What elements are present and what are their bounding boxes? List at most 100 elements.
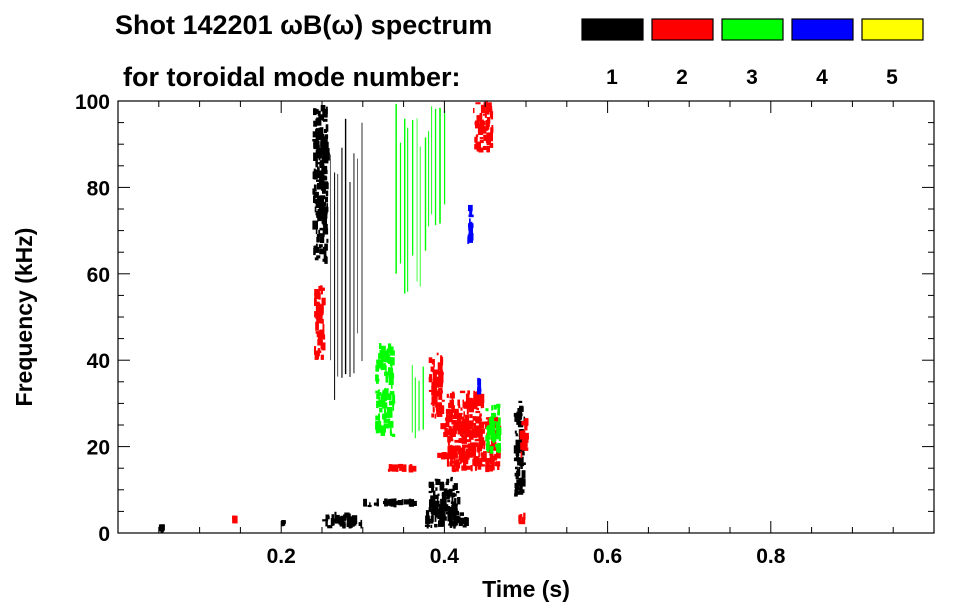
mode-2-speck [483, 451, 487, 460]
mode-1-speck [318, 148, 324, 154]
mode-1-speck [449, 520, 451, 524]
mode-2-speck [317, 339, 323, 346]
mode-3-speck [380, 394, 386, 398]
mode-2-speck [321, 287, 325, 291]
mode-3-speck [492, 421, 496, 431]
mode-2-speck [490, 460, 495, 465]
mode-3-stripe [428, 131, 430, 227]
mode-2-speck [461, 465, 467, 471]
mode-2-speck [467, 430, 471, 437]
mode-3-speck [385, 354, 391, 358]
mode-1-region-9 [281, 520, 286, 527]
mode-1-speck [324, 243, 328, 251]
mode-2-speck [432, 408, 435, 413]
mode-1-speck [369, 502, 371, 507]
mode-1-speck [316, 192, 319, 198]
mode-2-speck [520, 451, 523, 459]
mode-2-speck [475, 102, 481, 105]
mode-3-speck [486, 448, 489, 453]
mode-2-speck [316, 305, 320, 309]
mode-2-speck [470, 465, 473, 472]
mode-1-speck [316, 140, 320, 148]
mode-1-speck [313, 191, 319, 198]
mode-2-speck [491, 125, 494, 133]
mode-2-speck [473, 391, 479, 397]
mode-1-speck [314, 206, 317, 213]
mode-1-speck [516, 412, 523, 420]
mode-3-speck [388, 346, 394, 353]
mode-1-speck [313, 184, 317, 192]
mode-2-speck [460, 407, 463, 411]
mode-3-speck [389, 376, 393, 384]
mode-1-stripe [349, 182, 351, 377]
mode-3-speck [375, 427, 379, 434]
mode-2-speck [433, 369, 439, 375]
mode-2-speck [428, 389, 435, 392]
mode-1-speck [340, 515, 343, 523]
mode-2-speck [485, 465, 490, 473]
mode-1-speck [442, 496, 447, 506]
mode-2-speck [463, 411, 465, 417]
mode-3-speck [378, 354, 382, 357]
mode-3-speck [493, 433, 497, 442]
mode-2-speck [519, 430, 523, 440]
mode-3-speck [378, 363, 383, 369]
mode-1-speck [340, 521, 346, 527]
mode-3-speck [387, 418, 391, 421]
mode-2-speck [468, 406, 474, 413]
mode-3-speck [375, 365, 380, 372]
mode-2-speck [489, 108, 493, 118]
mode-1-speck [318, 114, 324, 120]
mode-2-speck [483, 134, 488, 139]
mode-1-speck [435, 487, 438, 491]
mode-3-speck [489, 448, 494, 454]
mode-1-region-6 [363, 498, 417, 508]
mode-3-speck [388, 367, 393, 376]
mode-3-speck [380, 432, 383, 436]
mode-1-speck [318, 156, 321, 161]
mode-2-speck [482, 127, 487, 134]
mode-2-speck [434, 392, 437, 397]
mode-1-region-8 [158, 524, 165, 533]
mode-2-speck [479, 393, 485, 403]
chart-title-line2: for toroidal mode number: [123, 62, 461, 92]
y-tick-label: 60 [87, 264, 110, 287]
mode-1-speck [323, 250, 327, 259]
mode-3-speck [378, 396, 381, 406]
mode-2-speck [459, 390, 466, 394]
mode-1-speck [321, 136, 326, 144]
mode-1-speck [320, 173, 324, 178]
mode-4-speck [469, 218, 471, 227]
mode-1-speck [438, 520, 444, 527]
mode-1-speck [315, 158, 318, 165]
mode-1-speck [313, 171, 318, 180]
mode-1-speck [443, 488, 448, 493]
mode-2-speck [457, 413, 462, 420]
mode-1-speck [323, 169, 328, 175]
mode-2-speck [475, 134, 479, 138]
mode-1-speck [323, 206, 329, 213]
mode-2-speck [486, 146, 490, 153]
mode-3-speck [486, 432, 492, 436]
mode-2-speck [448, 431, 453, 436]
mode-1-speck [314, 257, 319, 261]
mode-1-speck [316, 203, 319, 208]
mode-3-speck [491, 412, 494, 416]
mode-2-speck [445, 408, 451, 414]
mode-1-speck [346, 523, 351, 528]
mode-2-speck [469, 444, 475, 451]
mode-2-speck [489, 457, 494, 463]
mode-1-speck [327, 525, 333, 529]
mode-2-speck [465, 401, 468, 404]
mode-1-speck [318, 170, 321, 177]
mode-1-speck [455, 516, 458, 525]
mode-1-speck [315, 213, 318, 216]
mode-1-speck [438, 504, 441, 510]
mode-1-speck [515, 466, 518, 470]
mode-1-speck [322, 258, 326, 262]
mode-1-speck [344, 512, 350, 518]
mode-1-speck [323, 178, 327, 181]
legend-swatch-5 [861, 18, 924, 41]
mode-2-speck [474, 121, 479, 125]
mode-2-speck [458, 455, 461, 461]
